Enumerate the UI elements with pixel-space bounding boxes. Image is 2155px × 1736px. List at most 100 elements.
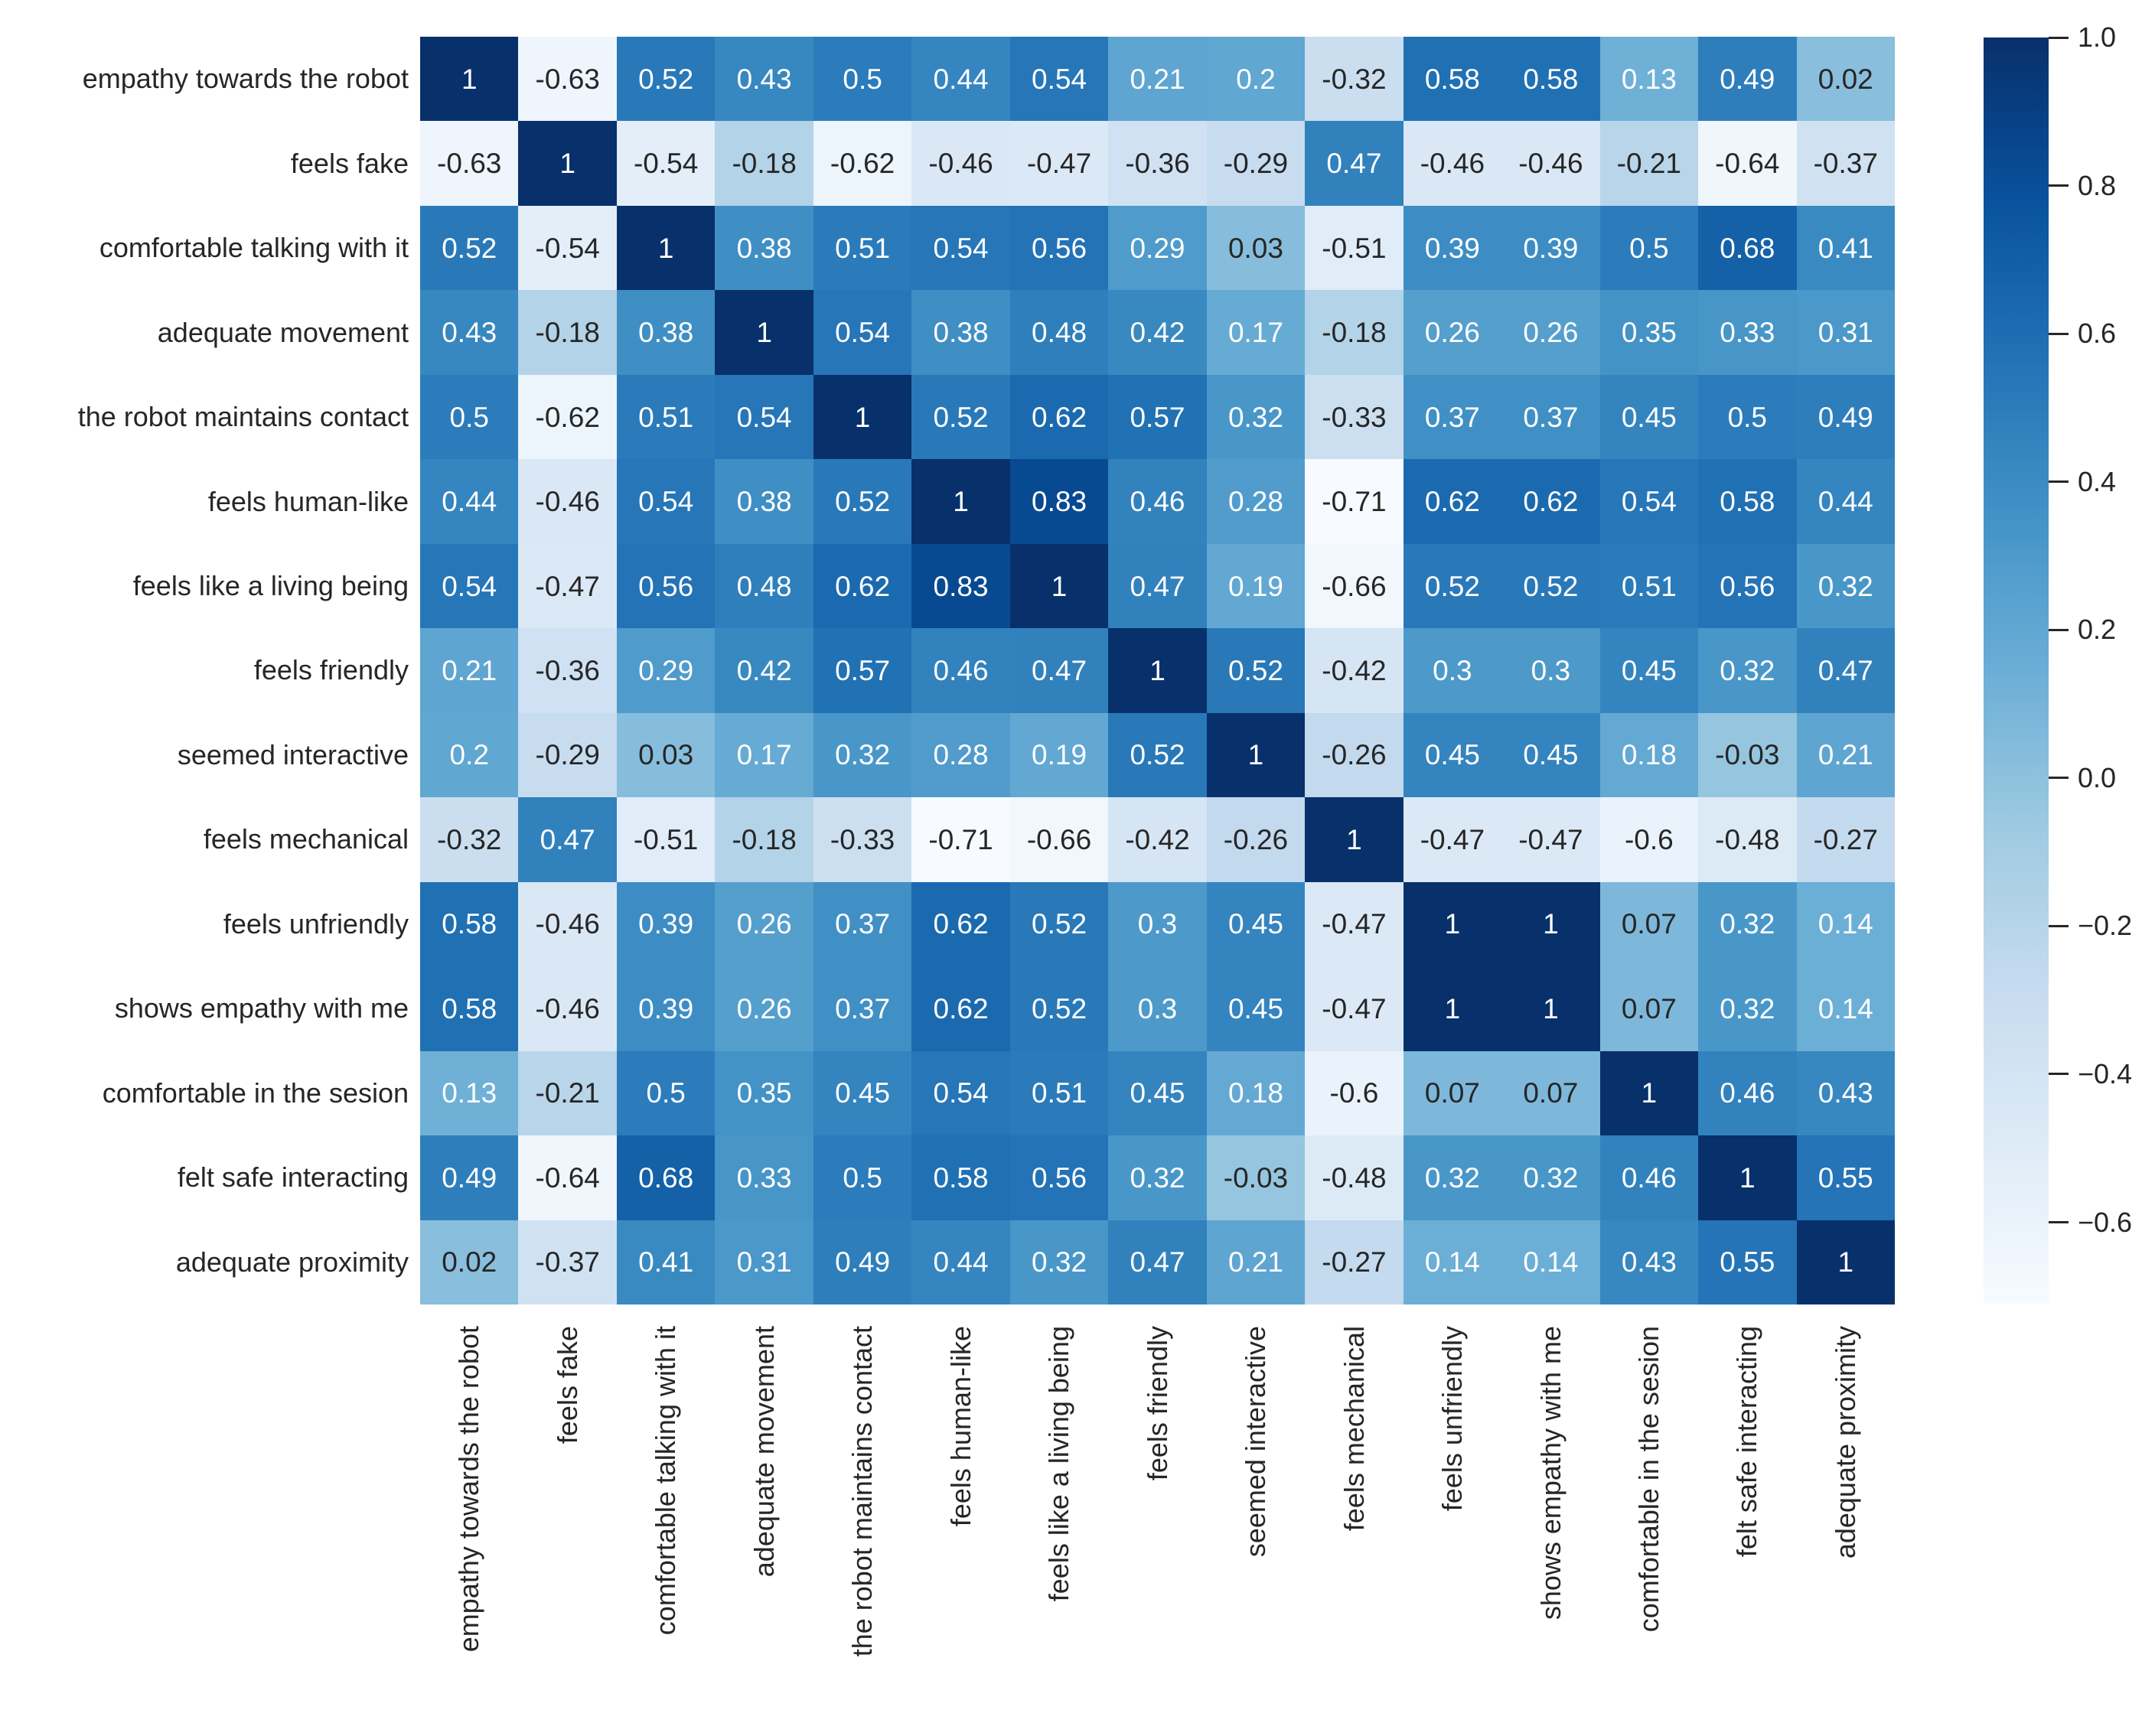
heatmap-cell: 0.5 bbox=[1698, 374, 1797, 460]
heatmap-cell: 0.68 bbox=[616, 1135, 716, 1220]
heatmap-cell: 0.62 bbox=[1501, 459, 1600, 544]
heatmap-cell: 0.46 bbox=[1698, 1050, 1797, 1136]
heatmap-cell: -0.32 bbox=[420, 797, 519, 882]
heatmap-cell: -0.47 bbox=[518, 543, 617, 629]
heatmap-cell: -0.46 bbox=[518, 966, 617, 1051]
x-tick-label-slot: feels human-like bbox=[911, 1326, 1009, 1731]
colorbar-tick-label: 0.2 bbox=[2078, 614, 2117, 646]
heatmap-cell: -0.47 bbox=[1305, 881, 1404, 967]
heatmap-cell: 0.13 bbox=[420, 1050, 519, 1136]
heatmap-cell: 0.49 bbox=[1698, 37, 1797, 122]
heatmap-cell: 0.58 bbox=[420, 881, 519, 967]
heatmap-cell: -0.64 bbox=[518, 1135, 617, 1220]
heatmap-cell: 1 bbox=[1403, 881, 1502, 967]
heatmap-cell: -0.62 bbox=[813, 121, 912, 206]
x-tick-label: adequate movement bbox=[748, 1326, 780, 1578]
heatmap-cell: 0.21 bbox=[1796, 712, 1895, 798]
heatmap-cell: 0.45 bbox=[1108, 1050, 1207, 1136]
heatmap-cell: 0.21 bbox=[1206, 1220, 1306, 1304]
heatmap-cell: 0.45 bbox=[1206, 881, 1306, 967]
colorbar-tick-label: 1.0 bbox=[2078, 21, 2117, 53]
colorbar-tick-label: −0.2 bbox=[2078, 910, 2133, 942]
colorbar-gradient bbox=[1984, 37, 2049, 1304]
y-tick-label: feels mechanical bbox=[203, 823, 409, 855]
heatmap-cell: -0.46 bbox=[518, 459, 617, 544]
heatmap-cell: -0.36 bbox=[1108, 121, 1207, 206]
heatmap-cell: -0.21 bbox=[518, 1050, 617, 1136]
heatmap-cell: 0.47 bbox=[1796, 628, 1895, 713]
heatmap-cell: 0.42 bbox=[1108, 290, 1207, 375]
heatmap-cell: 0.32 bbox=[1009, 1220, 1109, 1304]
heatmap-cell: 0.26 bbox=[1403, 290, 1502, 375]
heatmap-cell: 0.39 bbox=[616, 966, 716, 1051]
x-tick-label: empathy towards the robot bbox=[453, 1326, 485, 1653]
y-tick-label: feels friendly bbox=[253, 654, 409, 686]
heatmap-cell: 1 bbox=[1403, 966, 1502, 1051]
heatmap-cell: -0.46 bbox=[1501, 121, 1600, 206]
heatmap-cell: -0.26 bbox=[1206, 797, 1306, 882]
heatmap-cell: -0.51 bbox=[1305, 205, 1404, 291]
heatmap-cell: 0.54 bbox=[1009, 37, 1109, 122]
heatmap-cell: 1 bbox=[911, 459, 1010, 544]
heatmap-cell: 0.35 bbox=[1599, 290, 1699, 375]
x-tick-label: comfortable talking with it bbox=[650, 1326, 682, 1636]
x-tick-label: seemed interactive bbox=[1240, 1326, 1272, 1558]
heatmap-cell: 0.44 bbox=[911, 37, 1010, 122]
heatmap-cell: 0.45 bbox=[1206, 966, 1306, 1051]
heatmap-cell: 0.52 bbox=[1403, 543, 1502, 629]
heatmap-cell: 0.29 bbox=[1108, 205, 1207, 291]
heatmap-cell: 0.28 bbox=[911, 712, 1010, 798]
heatmap-cell: -0.66 bbox=[1009, 797, 1109, 882]
heatmap-cell: 0.54 bbox=[616, 459, 716, 544]
heatmap-cell: 0.58 bbox=[1698, 459, 1797, 544]
heatmap-cell: 0.55 bbox=[1698, 1220, 1797, 1304]
heatmap-cell: 0.83 bbox=[911, 543, 1010, 629]
heatmap-cell: -0.27 bbox=[1796, 797, 1895, 882]
heatmap-cell: 0.37 bbox=[813, 881, 912, 967]
x-tick-label: felt safe interacting bbox=[1731, 1326, 1763, 1558]
colorbar-tick-label: −0.6 bbox=[2078, 1206, 2133, 1238]
heatmap-cell: 0.32 bbox=[1698, 628, 1797, 713]
heatmap-cell: 0.49 bbox=[420, 1135, 519, 1220]
heatmap-cell: -0.66 bbox=[1305, 543, 1404, 629]
heatmap-cell: 0.38 bbox=[715, 459, 813, 544]
heatmap-cell: 0.49 bbox=[813, 1220, 912, 1304]
heatmap-cell: 1 bbox=[1206, 712, 1306, 798]
heatmap-cell: -0.18 bbox=[715, 121, 813, 206]
x-tick-label: feels friendly bbox=[1141, 1326, 1173, 1481]
colorbar-tick-label: −0.4 bbox=[2078, 1057, 2133, 1089]
y-tick-label: comfortable in the sesion bbox=[102, 1076, 409, 1109]
heatmap-cell: 0.38 bbox=[911, 290, 1010, 375]
heatmap-cell: 0.52 bbox=[1009, 881, 1109, 967]
heatmap-cell: -0.21 bbox=[1599, 121, 1699, 206]
heatmap-cell: -0.46 bbox=[1403, 121, 1502, 206]
x-tick-label-slot: the robot maintains contact bbox=[813, 1326, 911, 1731]
colorbar-tick bbox=[2049, 36, 2069, 39]
heatmap-cell: 1 bbox=[1698, 1135, 1797, 1220]
heatmap-grid: 1 -0.63 0.52 0.43 0.5 0.44 0.54 0.21 0.2 -0.32 0.5… bbox=[420, 37, 1895, 1304]
heatmap-cell: 0.19 bbox=[1009, 712, 1109, 798]
heatmap-cell: 0.39 bbox=[616, 881, 716, 967]
heatmap-cell: 0.26 bbox=[715, 966, 813, 1051]
colorbar-tick bbox=[2049, 184, 2069, 187]
heatmap-cell: -0.47 bbox=[1403, 797, 1502, 882]
heatmap-cell: -0.18 bbox=[1305, 290, 1404, 375]
heatmap-cell: 0.43 bbox=[715, 37, 813, 122]
heatmap-cell: -0.48 bbox=[1698, 797, 1797, 882]
x-tick-label-slot: shows empathy with me bbox=[1501, 1326, 1599, 1731]
heatmap-cell: 0.51 bbox=[1599, 543, 1699, 629]
heatmap-cell: 0.58 bbox=[911, 1135, 1010, 1220]
heatmap-cell: 0.48 bbox=[715, 543, 813, 629]
heatmap-cell: 0.56 bbox=[616, 543, 716, 629]
heatmap-cell: 1 bbox=[1305, 797, 1404, 882]
x-tick-label-slot: feels unfriendly bbox=[1404, 1326, 1501, 1731]
colorbar-tick-label: 0.8 bbox=[2078, 169, 2117, 201]
heatmap-cell: -0.48 bbox=[1305, 1135, 1404, 1220]
heatmap-cell: 0.3 bbox=[1108, 881, 1207, 967]
heatmap-cell: 0.44 bbox=[1796, 459, 1895, 544]
heatmap-cell: 0.32 bbox=[1108, 1135, 1207, 1220]
heatmap-cell: 0.21 bbox=[420, 628, 519, 713]
heatmap-cell: 0.58 bbox=[1403, 37, 1502, 122]
heatmap-cell: 0.37 bbox=[1403, 374, 1502, 460]
heatmap-cell: 0.56 bbox=[1009, 205, 1109, 291]
